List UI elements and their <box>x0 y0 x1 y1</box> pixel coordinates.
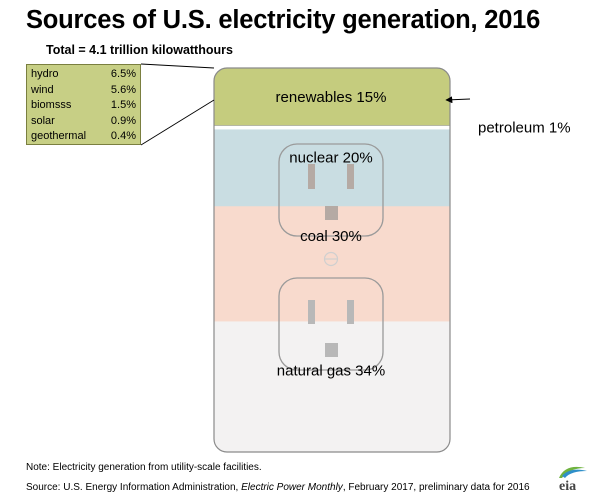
upper-right-slot <box>347 164 354 189</box>
breakdown-row-geothermal: geothermal 0.4% <box>31 129 136 145</box>
breakdown-value: 6.5% <box>110 68 136 80</box>
breakdown-name: hydro <box>31 68 59 80</box>
lower-receptacle <box>278 277 384 371</box>
eia-logo-swoosh-blue <box>562 469 587 478</box>
segment-label-natural-gas: natural gas 34% <box>277 362 385 379</box>
source-publication: Electric Power Monthly <box>241 482 343 493</box>
segment-group <box>214 68 450 452</box>
segment-petroleum <box>214 125 450 130</box>
eia-logo: eia <box>559 466 587 492</box>
breakdown-value: 0.9% <box>110 114 136 127</box>
chart-title: Sources of U.S. electricity generation, … <box>26 6 541 34</box>
lower-right-slot <box>347 300 354 324</box>
segment-coal <box>214 206 450 322</box>
breakdown-value: 0.4% <box>110 130 136 142</box>
lower-receptacle-outline <box>278 277 384 371</box>
breakdown-row-solar: solar 0.9% <box>31 114 136 130</box>
source-text: Source: U.S. Energy Information Administ… <box>26 482 530 493</box>
segment-label-nuclear: nuclear 20% <box>289 149 372 166</box>
segment-label-petroleum: petroleum 1% <box>478 120 571 137</box>
source-suffix: , February 2017, preliminary data for 20… <box>342 482 530 493</box>
breakdown-name: wind <box>31 83 54 96</box>
upper-left-slot <box>308 164 315 189</box>
breakdown-row-hydro: hydro 6.5% <box>31 67 136 83</box>
renewables-breakdown-box: hydro 6.5% wind 5.6% biomsss 1.5% solar 0.9%… <box>26 64 141 145</box>
source-prefix: Source: U.S. Energy Information Administ… <box>26 482 242 493</box>
breakdown-connector-top <box>140 63 215 69</box>
eia-logo-text: eia <box>559 479 576 492</box>
outlet-plate-outline <box>213 67 451 453</box>
breakdown-row-wind: wind 5.6% <box>31 83 136 99</box>
center-screw <box>323 251 339 267</box>
outlet-stacked-chart: renewables 15% petroleum 1% nuclear 20% coa… <box>140 63 571 453</box>
breakdown-connector-bottom <box>140 99 215 146</box>
breakdown-value: 5.6% <box>110 83 136 96</box>
breakdown-name: geothermal <box>31 130 87 142</box>
petroleum-arrow <box>445 96 471 104</box>
upper-ground-hole <box>325 206 338 220</box>
segment-renewables <box>214 68 450 127</box>
segment-label-coal: coal 30% <box>300 228 362 245</box>
breakdown-name: biomsss <box>31 99 72 111</box>
eia-logo-swoosh-green <box>559 466 585 478</box>
breakdown-row-biomass: biomsss 1.5% <box>31 98 136 114</box>
segment-label-renewables: renewables 15% <box>276 89 387 106</box>
note-text: Note: Electricity generation from utilit… <box>26 462 262 473</box>
upper-receptacle-outline <box>278 143 384 237</box>
segment-labels: renewables 15% petroleum 1% nuclear 20% coa… <box>276 89 571 380</box>
lower-ground-hole <box>325 343 338 357</box>
upper-receptacle <box>278 143 384 237</box>
breakdown-value: 1.5% <box>110 99 136 111</box>
segment-nuclear <box>214 129 450 207</box>
total-label: Total = 4.1 trillion kilowatthours <box>46 43 233 57</box>
breakdown-name: solar <box>31 114 55 127</box>
lower-left-slot <box>308 300 315 324</box>
segment-natural-gas <box>214 321 450 452</box>
